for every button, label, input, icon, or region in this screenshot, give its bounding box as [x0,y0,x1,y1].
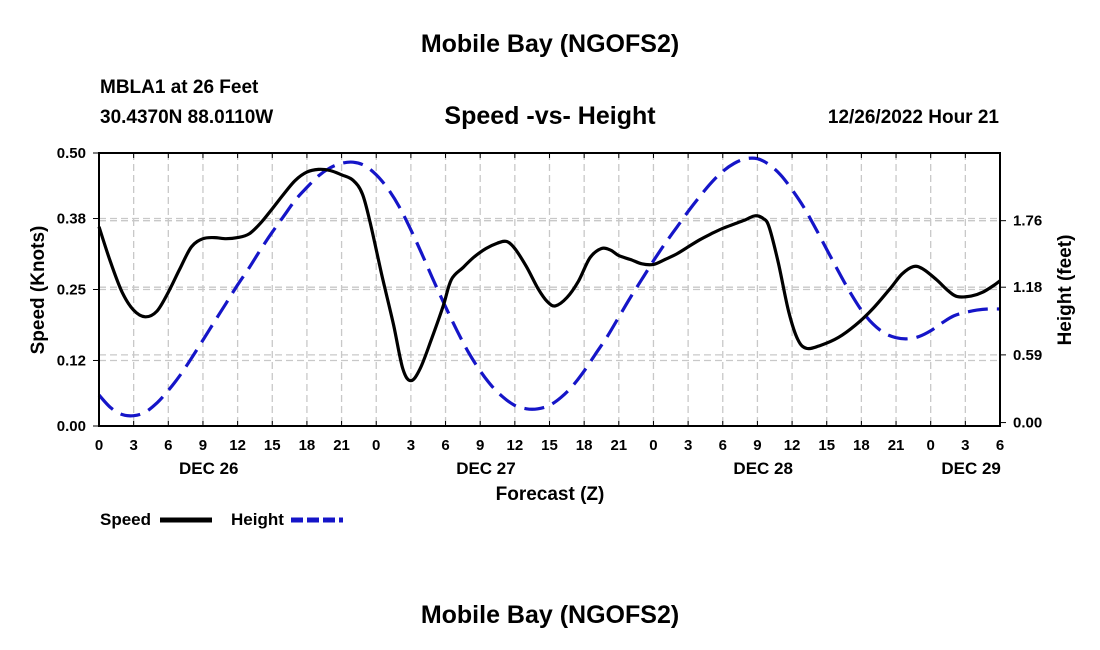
series-line-height [97,156,1001,418]
day-label: DEC 29 [941,459,1001,478]
y2-tick-label: 0.59 [1013,347,1042,364]
y-tick-label: 0.25 [57,282,86,299]
y-tick-label: 0.00 [57,418,86,435]
x-tick-label: 0 [927,437,935,454]
x-tick-label: 6 [164,437,172,454]
x-axis-label: Forecast (Z) [496,484,605,505]
x-tick-label: 6 [719,437,727,454]
x-tick-label: 9 [753,437,761,454]
x-tick-label: 6 [441,437,449,454]
y2-axis-label: Height (feet) [1055,235,1076,346]
x-tick-label: 3 [129,437,137,454]
y-axis-label: Speed (Knots) [28,226,49,355]
legend-label-speed: Speed [100,510,151,529]
series-line-speed [97,167,1001,383]
x-tick-label: 15 [264,437,281,454]
x-tick-label: 15 [541,437,558,454]
axis-layer: 0 3 6 9 12 15 18 21 0 3 6 9 12 15 18 21 0 3 6 9 12 15 18 21 0 3 6D… [57,145,1042,478]
x-tick-label: 12 [784,437,801,454]
x-tick-label: 15 [818,437,835,454]
chart-subtitle: Speed -vs- Height [444,102,656,130]
x-tick-label: 18 [576,437,593,454]
page-title: Mobile Bay (NGOFS2) [420,30,680,58]
x-tick-label: 21 [610,437,627,454]
y2-tick-label: 1.18 [1013,279,1042,296]
x-tick-label: 0 [372,437,380,454]
page-title-repeat: Mobile Bay (NGOFS2) [420,601,680,629]
x-tick-label: 3 [684,437,692,454]
x-tick-label: 9 [476,437,484,454]
x-tick-label: 0 [95,437,103,454]
y2-tick-label: 0.00 [1013,415,1042,432]
x-tick-label: 18 [853,437,870,454]
y2-tick-label: 1.76 [1013,213,1042,230]
series-layer [97,156,1001,418]
x-tick-label: 3 [961,437,969,454]
y-tick-label: 0.12 [57,352,86,369]
x-tick-label: 0 [649,437,657,454]
x-tick-label: 12 [229,437,246,454]
coordinates-label: 30.4370N 88.0110W [100,107,274,128]
legend: Speed Height [100,510,343,529]
station-label: MBLA1 at 26 Feet [100,77,259,98]
x-tick-label: 18 [299,437,316,454]
legend-label-height: Height [231,510,284,529]
x-tick-label: 21 [888,437,905,454]
y-tick-label: 0.38 [57,211,86,228]
day-label: DEC 26 [179,459,239,478]
x-tick-label: 21 [333,437,350,454]
day-label: DEC 27 [456,459,516,478]
x-tick-label: 12 [507,437,524,454]
x-tick-label: 6 [996,437,1004,454]
y-tick-label: 0.50 [57,145,86,162]
forecast-datetime: 12/26/2022 Hour 21 [827,107,999,128]
x-tick-label: 9 [199,437,207,454]
day-label: DEC 28 [733,459,793,478]
x-tick-label: 3 [407,437,415,454]
